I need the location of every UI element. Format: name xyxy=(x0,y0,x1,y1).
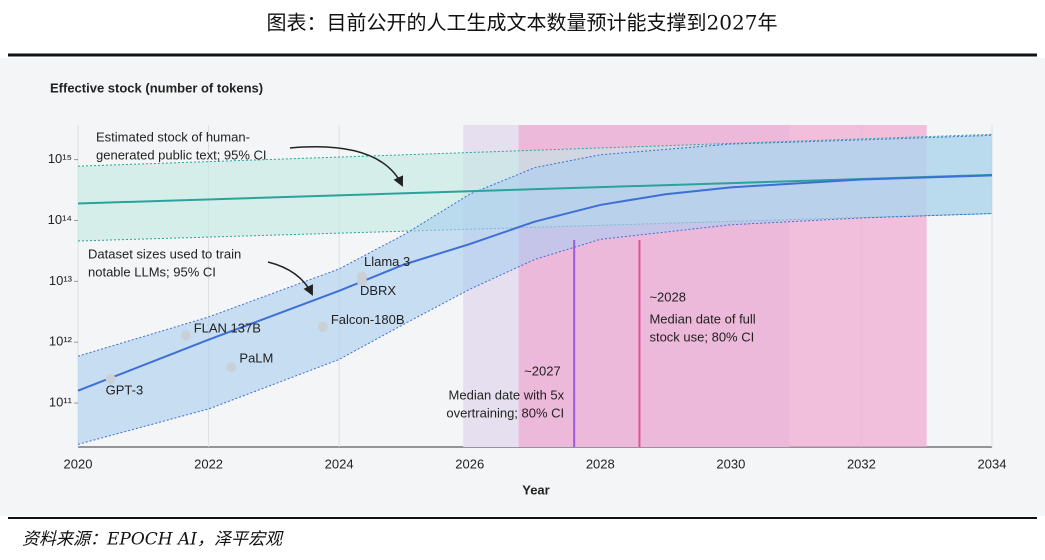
median-label: ~2027 xyxy=(524,363,561,378)
model-label: FLAN 137B xyxy=(194,321,261,336)
x-tick-label: 2028 xyxy=(586,456,615,471)
y-axis-title: Effective stock (number of tokens) xyxy=(50,80,263,95)
x-tick-label: 2020 xyxy=(64,456,93,471)
x-tick-label: 2022 xyxy=(194,456,223,471)
x-axis-title: Year xyxy=(522,482,549,497)
annotation: generated public text; 95% CI xyxy=(96,147,267,162)
median-text: overtraining; 80% CI xyxy=(446,405,564,420)
y-tick-label: 10¹¹ xyxy=(49,395,73,410)
model-point xyxy=(356,276,367,287)
x-tick-label: 2034 xyxy=(978,456,1007,471)
y-tick-label: 10¹⁵ xyxy=(48,151,72,166)
model-label: Falcon-180B xyxy=(331,312,405,327)
ci-upper xyxy=(77,134,993,357)
y-tick-label: 10¹³ xyxy=(49,273,73,288)
trend-line xyxy=(77,173,993,205)
annotation: Dataset sizes used to train xyxy=(88,246,241,261)
ci-band xyxy=(78,135,992,445)
model-point xyxy=(226,362,237,373)
y-tick-label: 10¹² xyxy=(49,334,73,349)
annotation-arrow xyxy=(267,261,313,296)
x-tick-label: 2026 xyxy=(455,456,484,471)
model-label: GPT-3 xyxy=(106,382,144,397)
model-label: PaLM xyxy=(239,351,273,366)
chart-title: 图表：目前公开的人工生成文本数量预计能支撑到2027年 xyxy=(267,11,778,35)
annotation: Estimated stock of human- xyxy=(96,129,250,144)
x-tick-label: 2030 xyxy=(716,456,745,471)
x-tick-label: 2032 xyxy=(847,456,876,471)
annotation-arrow xyxy=(289,146,404,187)
model-label: Llama 3 xyxy=(364,254,410,269)
model-point xyxy=(317,321,328,332)
annotation: notable LLMs; 95% CI xyxy=(88,264,216,279)
median-text: stock use; 80% CI xyxy=(649,329,754,344)
ci-upper xyxy=(77,133,993,167)
median-text: Median date with 5x xyxy=(449,387,565,402)
model-label: DBRX xyxy=(360,283,396,298)
median-text: Median date of full xyxy=(649,311,755,326)
model-point xyxy=(105,373,116,384)
median-label: ~2028 xyxy=(649,289,686,304)
x-tick-label: 2024 xyxy=(325,456,354,471)
y-tick-label: 10¹⁴ xyxy=(48,212,72,227)
model-point xyxy=(180,330,191,341)
trend-line xyxy=(77,174,993,392)
source: 资料来源：EPOCH AI，泽平宏观 xyxy=(22,530,284,550)
ci-lower xyxy=(77,213,993,445)
